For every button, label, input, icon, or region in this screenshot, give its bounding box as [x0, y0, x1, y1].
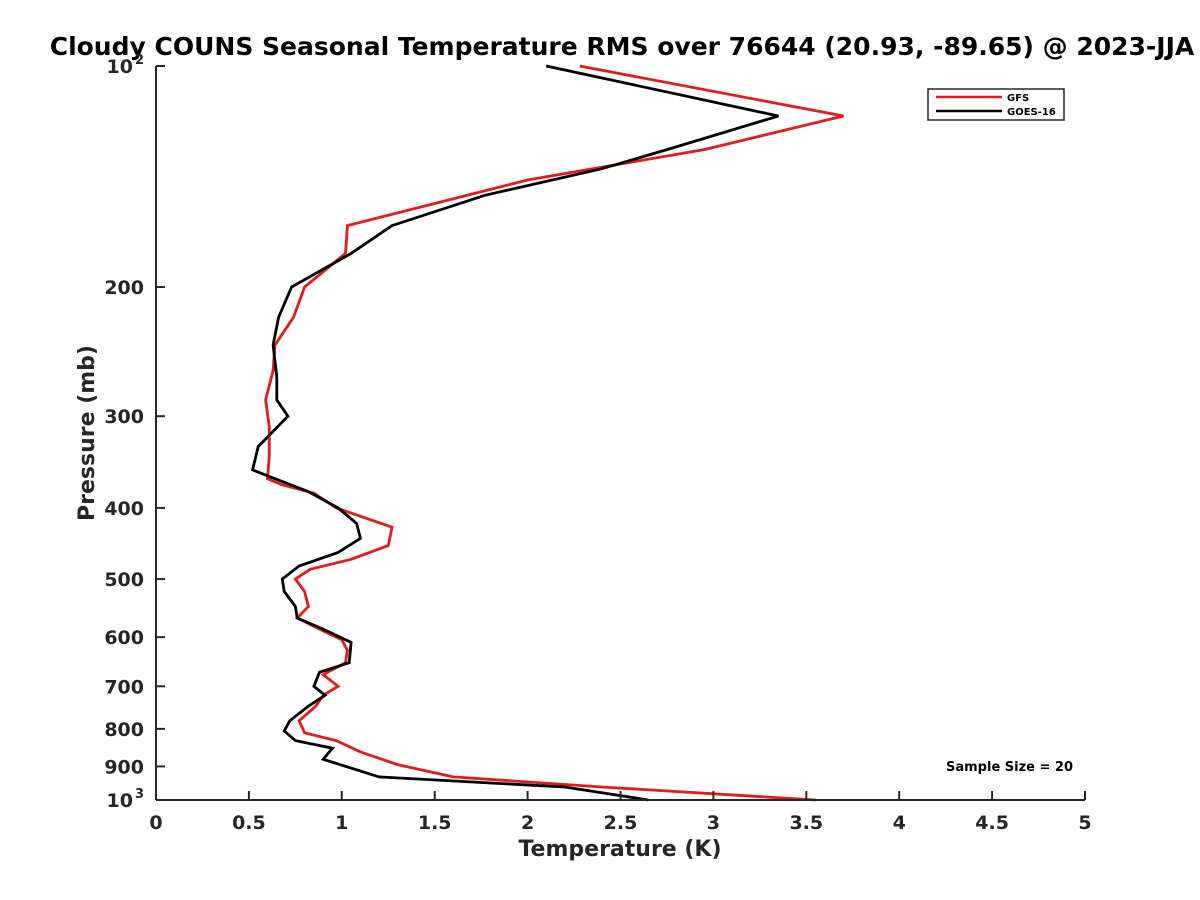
legend-label-gfs: GFS	[1007, 93, 1029, 104]
series-line-gfs	[264, 64, 844, 802]
y-tick-label: 200	[104, 277, 144, 299]
legend-box	[927, 88, 1065, 121]
x-tick-label: 1	[335, 812, 348, 834]
y-axis-label: Pressure (mb)	[75, 345, 100, 521]
x-tick-label: 2.5	[604, 812, 638, 834]
legend: GFS GOES-16	[927, 88, 1065, 121]
x-tick-label: 5	[1078, 812, 1091, 834]
y-tick-label: 600	[104, 627, 144, 649]
sample-size-annotation: Sample Size = 20	[946, 760, 1073, 775]
y-tick-label: 10	[107, 56, 133, 78]
series-line-goes16	[250, 64, 779, 802]
x-tick-label: 1.5	[418, 812, 452, 834]
y-tick-exponent: 3	[135, 787, 144, 802]
y-tick-label: 800	[104, 719, 144, 741]
x-tick-label: 2	[521, 812, 534, 834]
plot-area	[250, 64, 844, 802]
x-tick-label: 4	[893, 812, 906, 834]
y-tick-label: 700	[104, 676, 144, 698]
x-tick-label: 4.5	[975, 812, 1009, 834]
y-tick-label: 10	[107, 790, 133, 812]
x-tick-label: 0	[149, 812, 162, 834]
y-tick-label: 300	[104, 406, 144, 428]
y-tick-label: 400	[104, 498, 144, 520]
y-tick-exponent: 2	[135, 53, 144, 68]
x-tick-label: 0.5	[232, 812, 266, 834]
x-axis-label: Temperature (K)	[518, 837, 721, 862]
x-tick-label: 3	[707, 812, 720, 834]
y-tick-label: 500	[104, 569, 144, 591]
legend-label-goes16: GOES-16	[1007, 107, 1056, 118]
chart-title: Cloudy COUNS Seasonal Temperature RMS ov…	[50, 32, 1195, 61]
x-tick-label: 3.5	[789, 812, 823, 834]
x-ticks: 0 0.5 1 1.5 2 2.5 3 3.5 4 4.5 5	[149, 791, 1092, 834]
y-tick-label: 900	[104, 756, 144, 778]
